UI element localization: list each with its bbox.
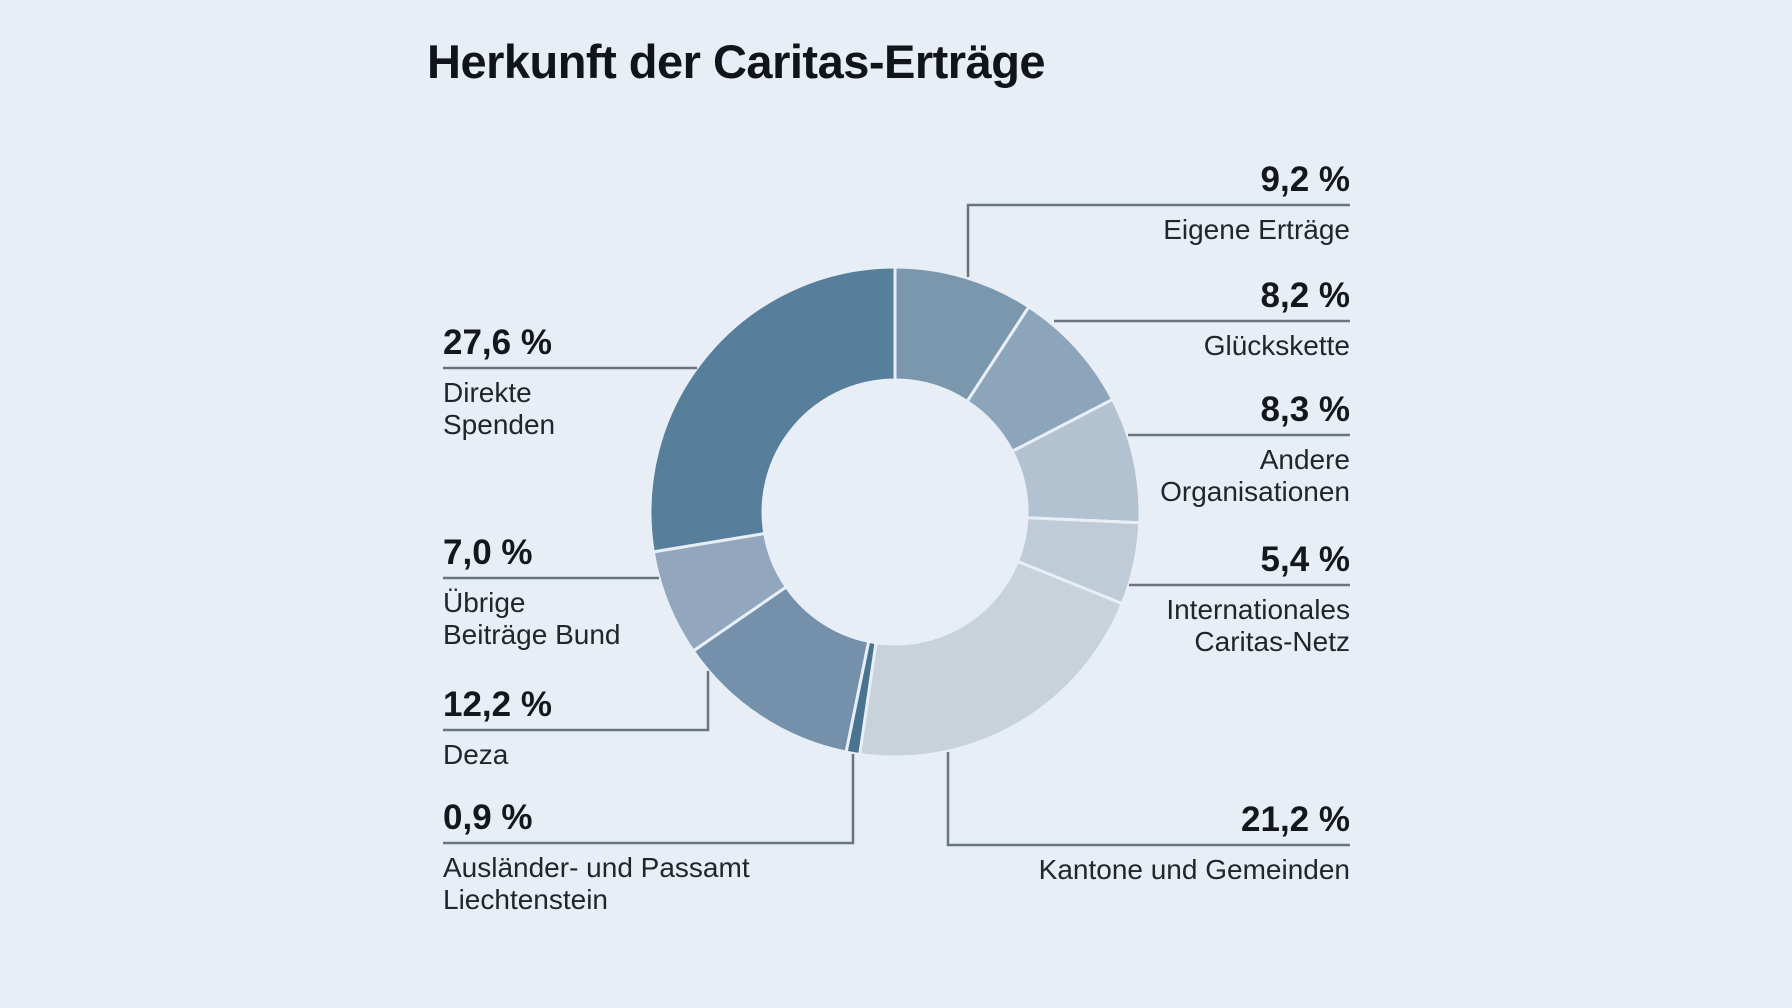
percent-value-internationales-caritas-netz: 5,4 % <box>1260 540 1351 579</box>
percent-value-glueckskette: 8,2 % <box>1260 276 1351 315</box>
segment-label-deza: Deza <box>443 739 509 770</box>
leader-line-kantone-und-gemeinden <box>946 752 1350 847</box>
percent-value-eigene-ertraege: 9,2 % <box>1260 160 1351 199</box>
chart-title: Herkunft der Caritas-Erträge <box>427 35 1046 88</box>
segment-label-direkte-spenden: Direkte Spenden <box>443 377 556 441</box>
percent-value-deza: 12,2 % <box>443 685 552 724</box>
leader-line-deza <box>443 671 710 732</box>
donut-segment-direkte-spenden <box>648 265 897 554</box>
segment-label-internationales-caritas-netz: Internationales Caritas-Netz <box>1166 594 1350 658</box>
segment-label-kantone-und-gemeinden: Kantone und Gemeinden <box>1038 854 1350 885</box>
leader-line-eigene-ertraege <box>966 203 1350 277</box>
segment-label-auslaender-passamt: Ausländer- und Passamt Liechtenstein <box>443 852 750 916</box>
donut-segment-kantone-und-gemeinden <box>858 559 1124 759</box>
percent-value-auslaender-passamt: 0,9 % <box>443 798 533 837</box>
segment-label-glueckskette: Glückskette <box>1203 330 1350 361</box>
segment-label-eigene-ertraege: Eigene Erträge <box>1163 214 1350 245</box>
segment-label-uebrige-beitraege-bund: Übrige Beiträge Bund <box>443 587 621 651</box>
segment-label-andere-organisationen: Andere Organisationen <box>1160 444 1350 508</box>
percent-value-andere-organisationen: 8,3 % <box>1260 390 1351 429</box>
leader-line-auslaender-passamt <box>443 754 855 845</box>
percent-value-direkte-spenden: 27,6 % <box>443 323 552 362</box>
percent-value-kantone-und-gemeinden: 21,2 % <box>1241 800 1350 839</box>
percent-value-uebrige-beitraege-bund: 7,0 % <box>443 533 533 572</box>
